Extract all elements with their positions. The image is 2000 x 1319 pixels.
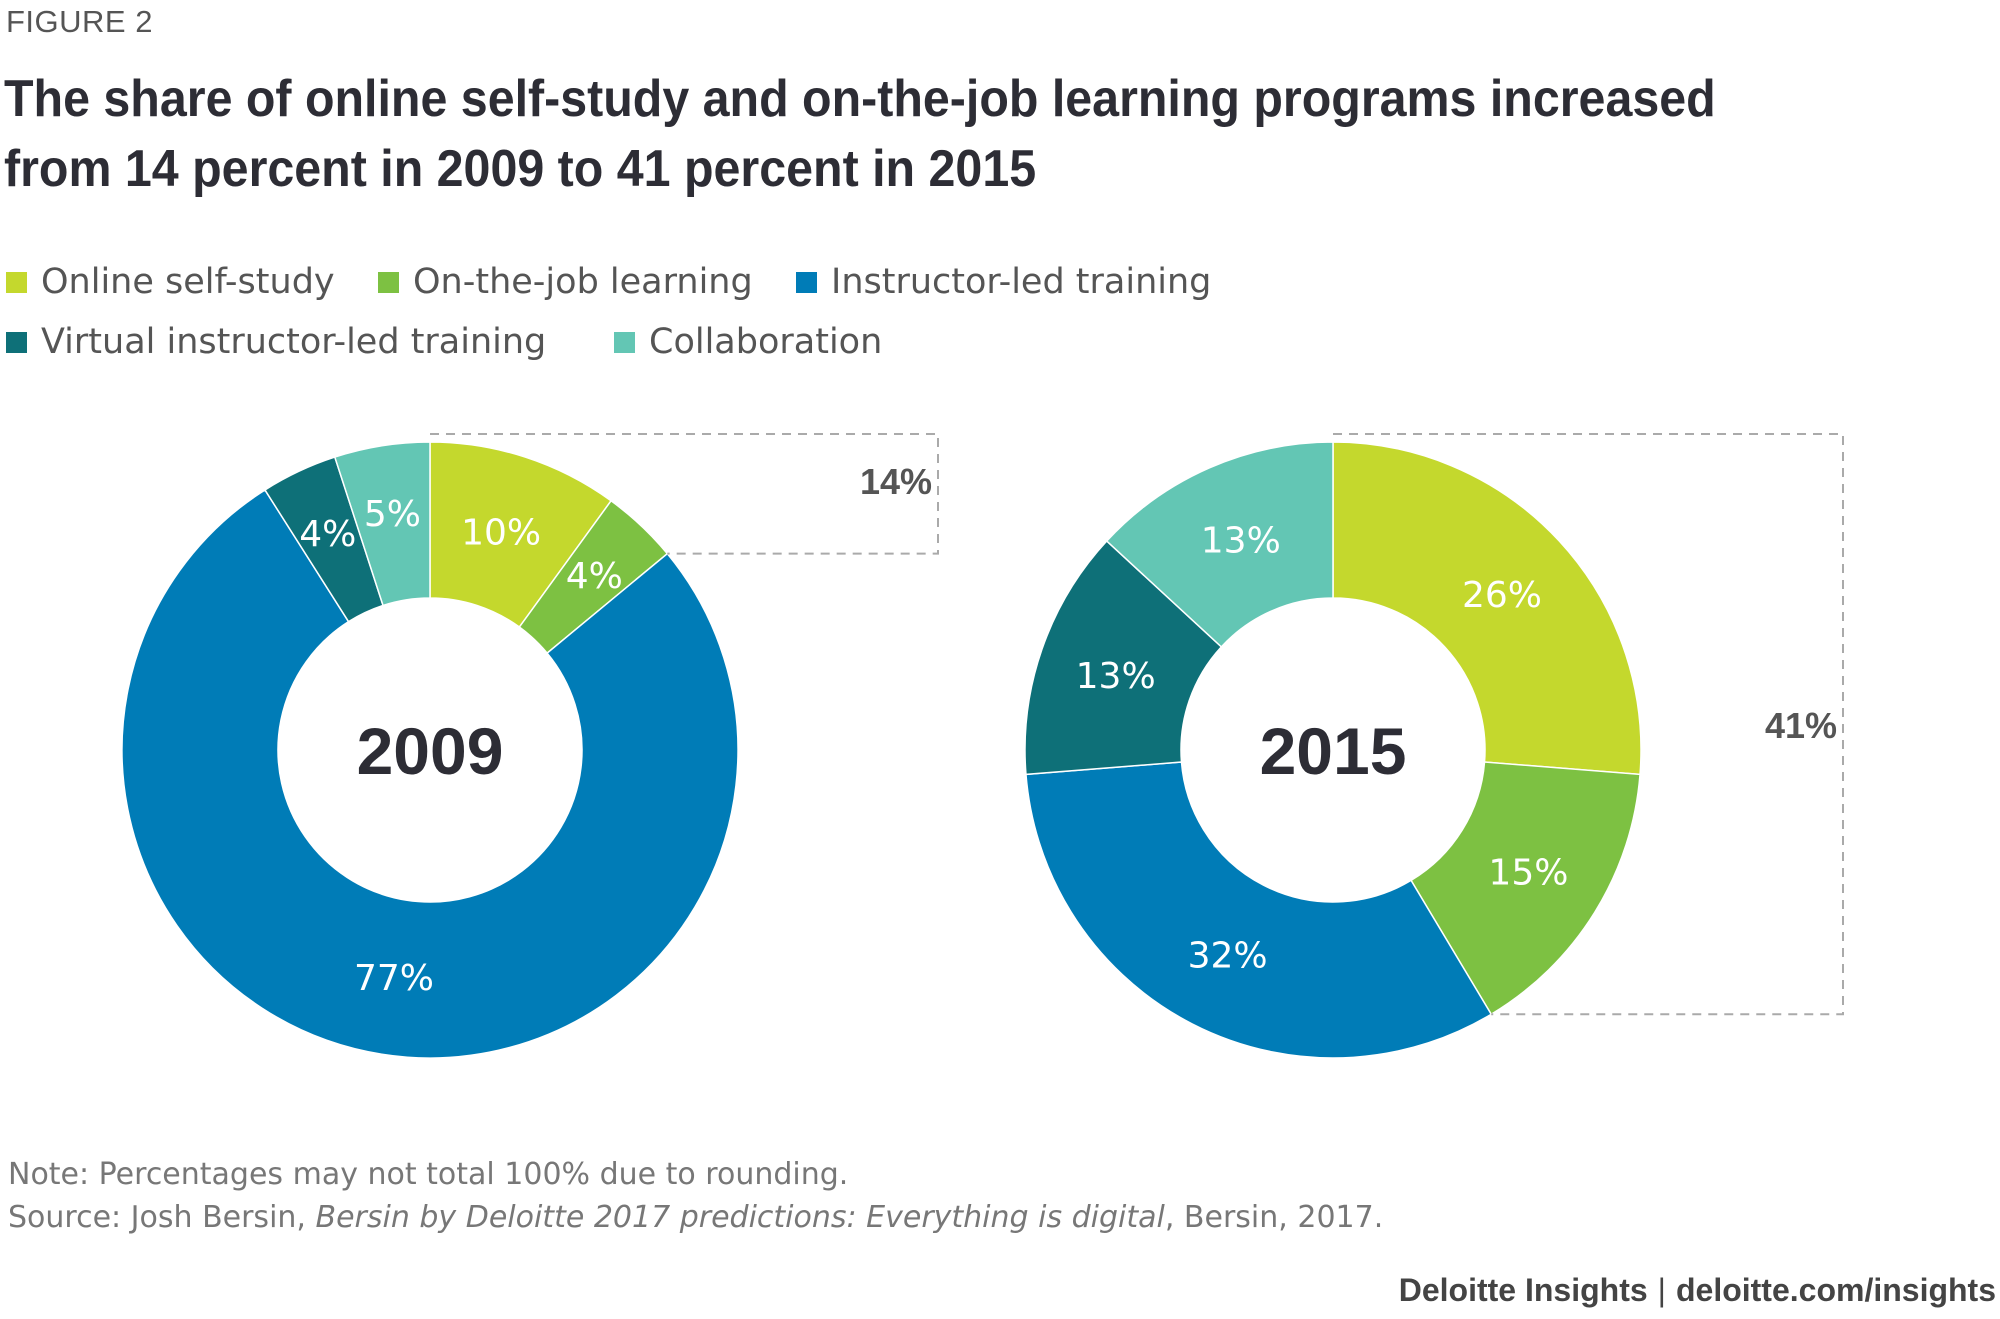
slice-label: 4%	[299, 514, 356, 555]
donut-slice	[1024, 539, 1223, 776]
legend-item-collaboration: Collaboration	[614, 322, 882, 362]
source-text: Source: Josh Bersin, Bersin by Deloitte …	[8, 1196, 1383, 1239]
footer-separator: |	[1657, 1272, 1666, 1308]
legend-label: Instructor-led training	[831, 262, 1212, 302]
donut-slice	[1332, 441, 1642, 776]
source-prefix: Source: Josh Bersin,	[8, 1200, 316, 1235]
legend-swatch	[6, 331, 27, 353]
slice-label: 77%	[354, 958, 434, 999]
donut-slice	[1105, 441, 1334, 648]
legend-swatch	[614, 331, 635, 353]
legend: Online self-study On-the-job learning In…	[6, 262, 1306, 392]
bracket-label: 41%	[1765, 705, 1837, 746]
center-year-label: 2009	[357, 714, 504, 788]
donut-slice	[1410, 761, 1641, 1016]
legend-label: Online self-study	[41, 262, 335, 302]
slice-label: 26%	[1462, 575, 1542, 616]
footer-brand: Deloitte Insights	[1398, 1272, 1648, 1308]
legend-swatch	[6, 271, 27, 293]
legend-label: Collaboration	[649, 322, 883, 362]
legend-swatch	[378, 271, 399, 293]
footer-url[interactable]: deloitte.com/insights	[1675, 1272, 1996, 1308]
note-text: Note: Percentages may not total 100% due…	[8, 1157, 849, 1192]
footer-credit: Deloitte Insights | deloitte.com/insights	[1399, 1272, 1996, 1309]
source-suffix: , Bersin, 2017.	[1164, 1200, 1384, 1235]
slice-label: 10%	[461, 512, 541, 553]
bracket-label: 14%	[860, 461, 932, 502]
legend-item-virtual-instructor-led-training: Virtual instructor-led training	[6, 322, 546, 362]
figure-label: FIGURE 2	[6, 4, 153, 39]
legend-swatch	[796, 271, 817, 293]
slice-label: 32%	[1188, 935, 1268, 976]
slice-label: 5%	[364, 494, 421, 535]
footnote: Note: Percentages may not total 100% due…	[8, 1153, 1383, 1239]
center-year-label: 2015	[1260, 714, 1407, 788]
slice-label: 4%	[566, 556, 623, 597]
legend-item-online-self-study: Online self-study	[6, 262, 335, 302]
bracket-line	[430, 433, 939, 555]
bracket-line	[1333, 433, 1844, 1016]
source-title: Bersin by Deloitte 2017 predictions: Eve…	[315, 1200, 1165, 1235]
donut-slice	[1025, 761, 1493, 1059]
legend-item-instructor-led-training: Instructor-led training	[796, 262, 1211, 302]
donut-slice	[333, 441, 431, 607]
donut-slice	[121, 488, 739, 1059]
chart-title: The share of online self-study and on-th…	[4, 70, 1716, 198]
slice-label: 13%	[1076, 656, 1156, 697]
legend-item-on-the-job-learning: On-the-job learning	[378, 262, 753, 302]
legend-label: On-the-job learning	[413, 262, 753, 302]
slice-label: 15%	[1488, 852, 1568, 893]
legend-label: Virtual instructor-led training	[41, 322, 547, 362]
slice-label: 13%	[1201, 520, 1281, 561]
